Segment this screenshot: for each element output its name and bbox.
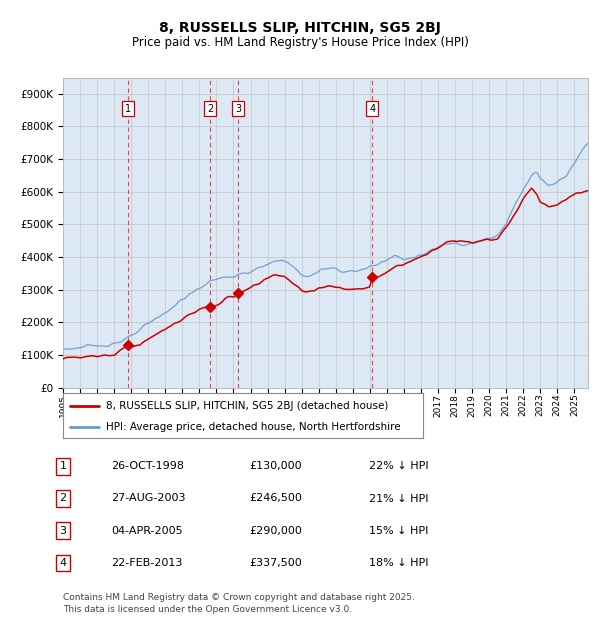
Text: 22-FEB-2013: 22-FEB-2013 xyxy=(111,558,182,568)
Text: 8, RUSSELLS SLIP, HITCHIN, SG5 2BJ (detached house): 8, RUSSELLS SLIP, HITCHIN, SG5 2BJ (deta… xyxy=(106,401,389,411)
Text: 8, RUSSELLS SLIP, HITCHIN, SG5 2BJ: 8, RUSSELLS SLIP, HITCHIN, SG5 2BJ xyxy=(159,21,441,35)
Text: £130,000: £130,000 xyxy=(249,461,302,471)
Text: 18% ↓ HPI: 18% ↓ HPI xyxy=(369,558,428,568)
Text: 1: 1 xyxy=(59,461,67,471)
Text: 4: 4 xyxy=(59,558,67,568)
Text: 1: 1 xyxy=(125,104,131,113)
Text: 15% ↓ HPI: 15% ↓ HPI xyxy=(369,526,428,536)
Text: £246,500: £246,500 xyxy=(249,494,302,503)
Text: £337,500: £337,500 xyxy=(249,558,302,568)
Text: 22% ↓ HPI: 22% ↓ HPI xyxy=(369,461,428,471)
Text: 2: 2 xyxy=(59,494,67,503)
Text: 4: 4 xyxy=(369,104,375,113)
Text: Contains HM Land Registry data © Crown copyright and database right 2025.
This d: Contains HM Land Registry data © Crown c… xyxy=(63,593,415,614)
Text: Price paid vs. HM Land Registry's House Price Index (HPI): Price paid vs. HM Land Registry's House … xyxy=(131,36,469,48)
Text: 2: 2 xyxy=(208,104,214,113)
Text: 3: 3 xyxy=(59,526,67,536)
Text: 21% ↓ HPI: 21% ↓ HPI xyxy=(369,494,428,503)
Text: HPI: Average price, detached house, North Hertfordshire: HPI: Average price, detached house, Nort… xyxy=(106,422,401,432)
Text: 26-OCT-1998: 26-OCT-1998 xyxy=(111,461,184,471)
Text: 04-APR-2005: 04-APR-2005 xyxy=(111,526,182,536)
Text: £290,000: £290,000 xyxy=(249,526,302,536)
Text: 3: 3 xyxy=(235,104,241,113)
Text: 27-AUG-2003: 27-AUG-2003 xyxy=(111,494,185,503)
